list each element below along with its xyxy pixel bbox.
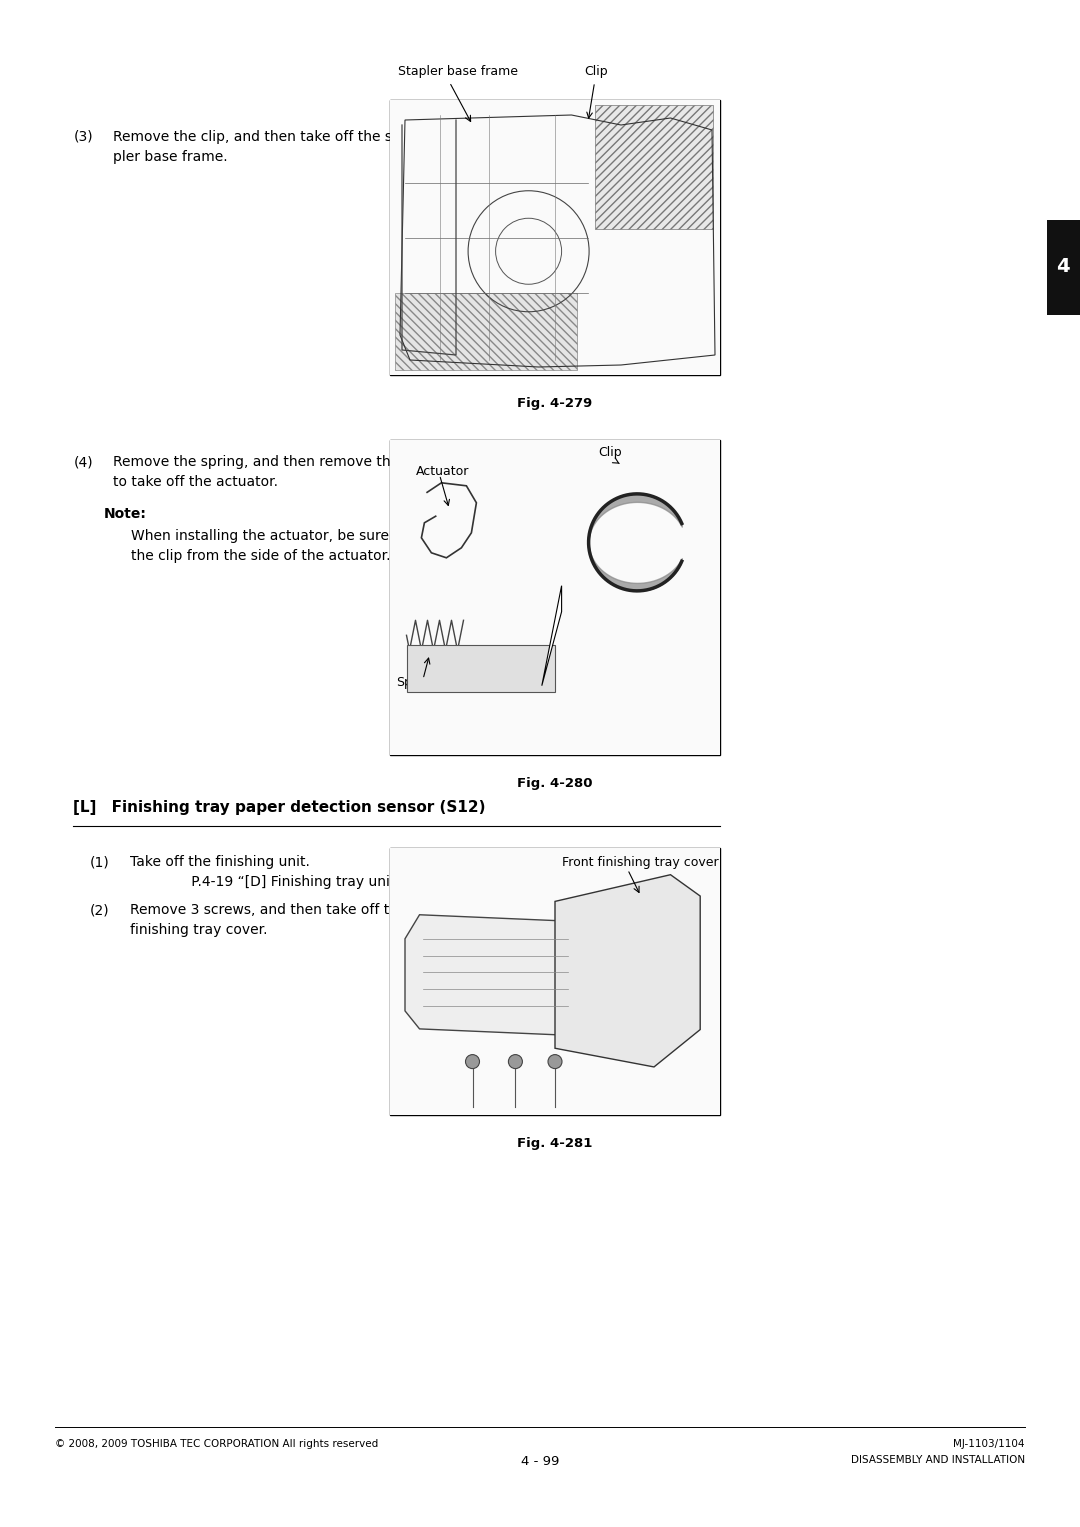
Text: (3): (3) — [73, 130, 93, 144]
Text: Remove the spring, and then remove the clip: Remove the spring, and then remove the c… — [113, 455, 428, 469]
Circle shape — [509, 1055, 523, 1069]
Polygon shape — [542, 586, 562, 686]
Bar — [562, 455, 706, 629]
Text: Actuator: Actuator — [417, 466, 470, 478]
Circle shape — [548, 1055, 562, 1069]
Text: 4 - 99: 4 - 99 — [521, 1455, 559, 1467]
Circle shape — [465, 1055, 480, 1069]
Bar — [390, 847, 720, 1115]
Bar — [1047, 220, 1080, 315]
Text: (4): (4) — [73, 455, 93, 469]
Text: the clip from the side of the actuator.: the clip from the side of the actuator. — [132, 550, 391, 563]
Text: finishing tray cover.: finishing tray cover. — [130, 922, 268, 938]
Bar — [390, 440, 720, 754]
Text: Fig. 4-281: Fig. 4-281 — [517, 1138, 593, 1150]
Text: Take off the finishing unit.: Take off the finishing unit. — [130, 855, 310, 869]
Text: [L] Finishing tray paper detection sensor (S12): [L] Finishing tray paper detection senso… — [73, 800, 486, 815]
Text: pler base frame.: pler base frame. — [113, 150, 228, 163]
Text: Note:: Note: — [104, 507, 146, 521]
Text: Remove the clip, and then take off the sta-: Remove the clip, and then take off the s… — [113, 130, 411, 144]
Text: to take off the actuator.: to take off the actuator. — [113, 475, 279, 489]
Text: P.4-19 “[D] Finishing tray unit”: P.4-19 “[D] Finishing tray unit” — [165, 875, 403, 889]
Text: MJ-1103/1104: MJ-1103/1104 — [954, 1438, 1025, 1449]
Bar — [395, 293, 577, 370]
Text: (2): (2) — [90, 902, 110, 918]
Text: Stapler base frame: Stapler base frame — [399, 66, 518, 78]
Text: (1): (1) — [90, 855, 110, 869]
Bar — [390, 99, 720, 376]
Text: Spring: Spring — [396, 676, 437, 689]
Text: Remove 3 screws, and then take off the front: Remove 3 screws, and then take off the f… — [130, 902, 444, 918]
Text: DISASSEMBLY AND INSTALLATION: DISASSEMBLY AND INSTALLATION — [851, 1455, 1025, 1464]
Bar — [595, 105, 714, 229]
Bar — [390, 440, 720, 754]
Text: Fig. 4-279: Fig. 4-279 — [517, 397, 593, 411]
Text: 4: 4 — [1056, 258, 1070, 276]
Text: When installing the actuator, be sure to insert: When installing the actuator, be sure to… — [132, 528, 451, 544]
Bar — [390, 99, 720, 376]
Text: Clip: Clip — [598, 446, 621, 460]
Bar — [406, 644, 555, 692]
Text: © 2008, 2009 TOSHIBA TEC CORPORATION All rights reserved: © 2008, 2009 TOSHIBA TEC CORPORATION All… — [55, 1438, 378, 1449]
Bar — [390, 847, 720, 1115]
Polygon shape — [405, 915, 586, 1035]
Text: Clip: Clip — [584, 66, 608, 78]
Text: Fig. 4-280: Fig. 4-280 — [517, 777, 593, 789]
Text: Front finishing tray cover: Front finishing tray cover — [562, 857, 718, 869]
Polygon shape — [555, 875, 700, 1067]
